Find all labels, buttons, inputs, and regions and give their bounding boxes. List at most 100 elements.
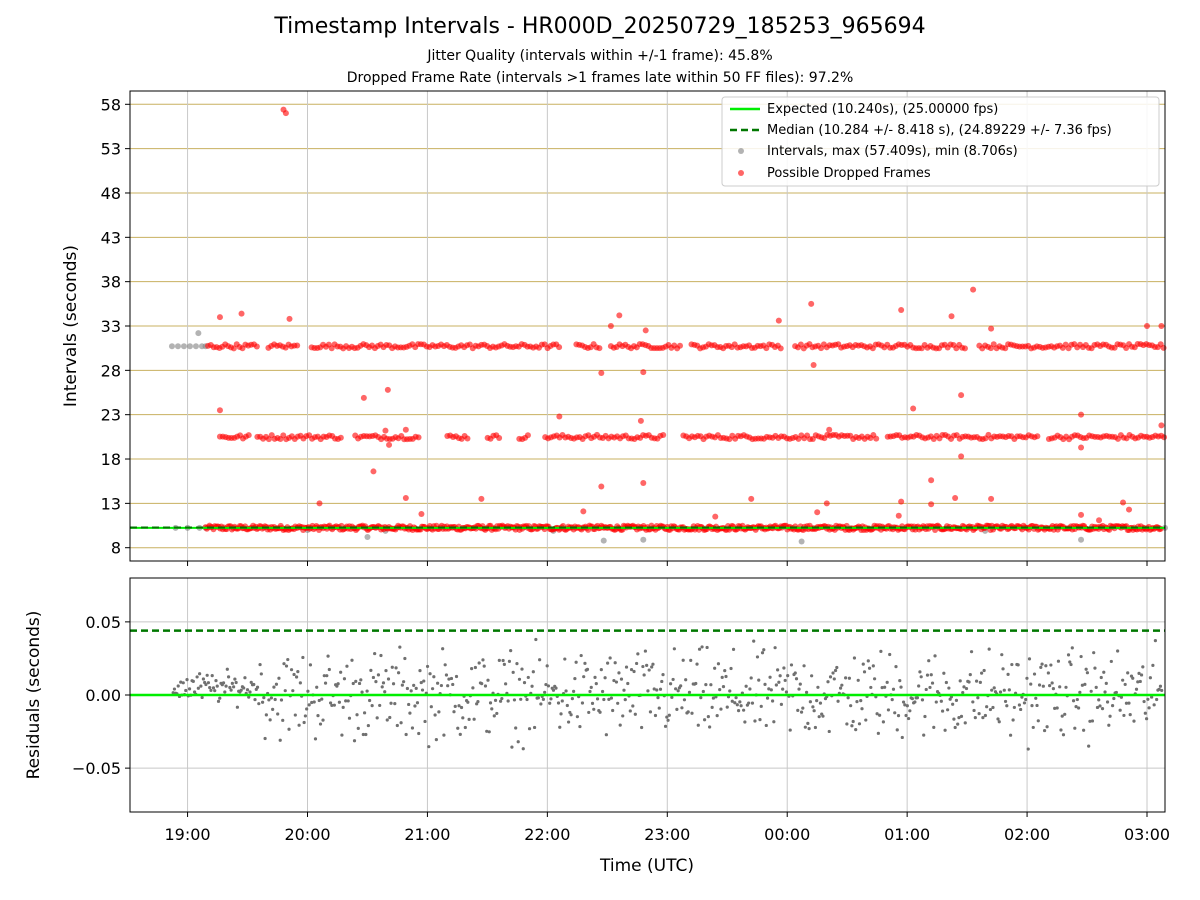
interval-point	[192, 343, 199, 350]
dropped-frame-outlier	[988, 325, 995, 332]
residual-point	[456, 726, 460, 730]
residual-point	[525, 697, 529, 702]
dropped-frame-point	[294, 342, 301, 349]
residual-point	[976, 696, 980, 700]
residual-point	[575, 715, 580, 719]
dropped-frame-outlier	[814, 509, 821, 516]
residual-point	[538, 658, 542, 662]
residual-point	[532, 725, 537, 730]
residual-point	[526, 675, 530, 680]
residual-point	[1058, 685, 1062, 689]
residual-point	[947, 686, 951, 690]
residual-point	[655, 688, 659, 692]
residual-point	[516, 740, 520, 744]
residual-point	[457, 704, 461, 708]
residual-point	[1068, 660, 1072, 664]
residual-point	[1107, 723, 1111, 727]
residual-point	[851, 719, 855, 724]
dropped-frame-outlier	[238, 310, 245, 317]
residual-point	[689, 658, 693, 662]
residual-point	[247, 695, 251, 699]
residual-point	[267, 698, 271, 702]
residual-point	[355, 713, 359, 717]
residual-point	[880, 685, 884, 690]
residual-point	[621, 714, 625, 718]
residual-point	[917, 684, 921, 688]
residual-point	[724, 674, 728, 679]
residual-point	[946, 708, 950, 712]
residual-point	[679, 684, 683, 688]
residual-point	[1024, 697, 1028, 702]
dropped-frame-point	[496, 435, 503, 442]
residual-point	[337, 700, 341, 704]
dropped-frame-outlier	[952, 495, 959, 502]
dropped-frame-outlier	[1126, 506, 1133, 513]
residual-point	[616, 701, 620, 705]
residual-point	[845, 722, 849, 726]
residual-point	[488, 701, 493, 705]
residual-point	[400, 683, 404, 687]
interval-point	[174, 343, 181, 350]
residual-point	[407, 702, 411, 707]
residual-point	[1098, 704, 1102, 708]
interval-point	[364, 534, 371, 541]
residual-point	[395, 723, 399, 728]
residual-point	[429, 705, 433, 709]
residual-point	[354, 679, 358, 683]
residual-point	[1050, 681, 1054, 685]
residual-point	[1019, 707, 1023, 712]
residual-point	[924, 687, 928, 692]
residual-point	[587, 710, 591, 715]
residual-point	[394, 666, 398, 670]
residual-point	[606, 661, 610, 665]
residual-point	[554, 686, 558, 690]
residual-point	[198, 672, 202, 676]
residual-point	[461, 716, 465, 720]
dropped-frame-point	[1161, 434, 1168, 441]
residual-point	[223, 690, 227, 694]
x-tick-label: 23:00	[644, 825, 690, 844]
residual-point	[1055, 706, 1059, 710]
residual-point	[580, 701, 585, 705]
residual-point	[672, 647, 676, 651]
residual-point	[171, 691, 175, 695]
residual-point	[339, 670, 343, 674]
residual-point	[1082, 728, 1086, 732]
residual-point	[769, 688, 773, 692]
residual-point	[743, 720, 747, 724]
residual-point	[607, 697, 611, 701]
residual-point	[798, 682, 802, 686]
residual-point	[211, 686, 216, 690]
residual-point	[653, 713, 658, 718]
residual-point	[862, 670, 867, 674]
residual-point	[507, 659, 512, 663]
dropped-frame-outlier	[748, 495, 755, 502]
residual-point	[269, 696, 273, 700]
residual-point	[894, 665, 898, 669]
residual-point	[871, 664, 875, 668]
residual-point	[495, 711, 499, 716]
residual-point	[589, 685, 593, 689]
residual-point	[652, 687, 656, 691]
residual-point	[663, 724, 668, 728]
residual-point	[952, 717, 956, 721]
residual-point	[206, 681, 211, 685]
residual-point	[767, 687, 771, 691]
residual-point	[942, 671, 946, 675]
residual-point	[388, 715, 392, 720]
residual-point	[447, 677, 451, 681]
residual-point	[501, 658, 505, 663]
residual-point	[262, 696, 266, 700]
dropped-frame-outlier	[616, 312, 623, 319]
residual-point	[783, 678, 787, 683]
residual-point	[713, 666, 717, 670]
residual-point	[205, 673, 209, 677]
residual-point	[559, 712, 563, 716]
residual-point	[915, 696, 920, 700]
residual-point	[210, 674, 214, 678]
residual-point	[1006, 672, 1010, 676]
residual-point	[733, 701, 737, 705]
residual-point	[437, 710, 441, 714]
residual-point	[403, 656, 407, 661]
residual-point	[1138, 679, 1142, 684]
